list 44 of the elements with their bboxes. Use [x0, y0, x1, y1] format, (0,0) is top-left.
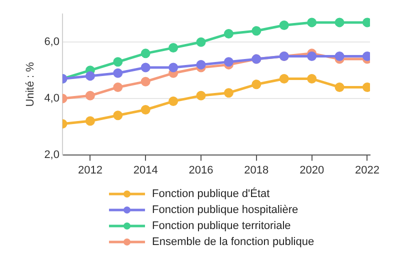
point [252, 80, 262, 90]
point [224, 57, 234, 67]
legend-label: Fonction publique territoriale [152, 220, 291, 232]
point [252, 26, 262, 36]
point [140, 62, 150, 72]
point [168, 96, 178, 106]
y-tick-label: 6,0 [44, 36, 60, 48]
x-tick-label: 2014 [133, 164, 158, 176]
point [224, 28, 234, 38]
x-tick-label: 2020 [300, 164, 324, 176]
point [196, 90, 206, 100]
point [113, 110, 123, 120]
legend-label: Ensemble de la fonction publique [152, 236, 314, 248]
point [85, 71, 95, 81]
point [140, 104, 150, 114]
y-tick-label: 4,0 [44, 92, 60, 105]
x-tick-label: 2022 [354, 164, 380, 176]
x-tick-label: 2018 [244, 164, 269, 176]
point [196, 60, 206, 70]
point [334, 82, 344, 92]
point [140, 48, 150, 58]
legend-label: Fonction publique hospitalière [152, 204, 298, 216]
legend-label: Fonction publique d'État [152, 188, 270, 200]
point [279, 20, 289, 30]
point [140, 76, 150, 86]
point [334, 51, 344, 61]
y-axis-title: Unité : % [24, 62, 37, 107]
x-tick-label: 2016 [188, 164, 214, 176]
point [307, 74, 317, 84]
point [168, 43, 178, 53]
point [307, 18, 317, 28]
point [196, 37, 206, 47]
point [113, 57, 123, 67]
point [113, 68, 123, 78]
point [168, 62, 178, 72]
point [334, 18, 344, 28]
point [279, 74, 289, 84]
point [307, 51, 317, 61]
point [113, 82, 123, 92]
x-tick-label: 2012 [78, 164, 102, 176]
point [85, 116, 95, 126]
point [85, 90, 95, 100]
point [224, 88, 234, 98]
y-tick-label: 2,0 [44, 148, 60, 161]
